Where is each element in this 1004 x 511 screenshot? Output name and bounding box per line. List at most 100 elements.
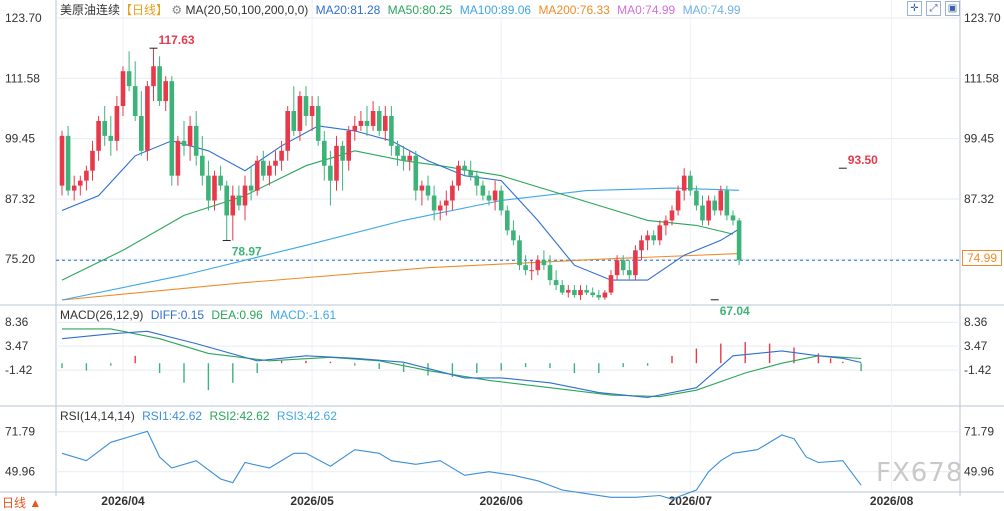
crosshair-icon[interactable]: ✛ — [907, 1, 922, 16]
candle-body-up — [663, 220, 669, 226]
rsi-header: RSI(14,14,14) RSI1:42.62 RSI2:42.62 RSI3… — [60, 409, 337, 423]
x-tick-label: 2026/06 — [480, 494, 524, 508]
macd-tick-label-right: 3.47 — [964, 339, 988, 353]
macd-tick-label-left: 3.47 — [5, 339, 29, 353]
candle-body-up — [285, 111, 290, 151]
ma100-value: MA100:89.06 — [459, 3, 532, 17]
candle-body-down — [474, 175, 480, 186]
candle-body-down — [169, 81, 175, 176]
macd-value: MACD:-1.61 — [270, 308, 337, 322]
price-tick-label-right: 99.45 — [964, 132, 994, 146]
ma0-value-2: MA0:74.99 — [682, 3, 741, 17]
candle-body-up — [578, 290, 583, 296]
candle-body-down — [547, 265, 553, 281]
price-tick-label-left: 87.32 — [5, 192, 35, 206]
candle-body-down — [651, 235, 656, 241]
period-selector[interactable]: 【日线】 — [120, 3, 169, 17]
candle-body-up — [267, 165, 272, 176]
candle-body-up — [370, 111, 376, 126]
candle-body-up — [59, 135, 65, 186]
candle-body-down — [126, 71, 132, 87]
candle-body-up — [254, 160, 260, 191]
price-tick-label-left: 111.58 — [5, 71, 40, 85]
candle-body-down — [401, 155, 406, 161]
settings-icon[interactable]: ⚙ — [171, 3, 183, 17]
candle-body-down — [523, 265, 528, 271]
x-axis-labels: 2026/04 2026/05 2026/06 2026/07 2026/08 — [101, 494, 913, 508]
candle-body-down — [541, 260, 547, 266]
period-toggle[interactable]: 日线 ▲ — [2, 496, 42, 510]
price-tick-label-right: 111.58 — [964, 71, 999, 85]
candle-body-up — [529, 270, 534, 272]
candle-body-down — [218, 175, 223, 186]
restore-icon[interactable]: ▣ — [945, 1, 960, 16]
candle-body-down — [688, 175, 693, 191]
x-tick-label: 2026/04 — [101, 494, 145, 508]
high-value-label: 93.50 — [848, 153, 878, 167]
candle-body-up — [230, 195, 236, 216]
candle-body-down — [224, 185, 229, 216]
macd-tick-label-right: -1.42 — [964, 363, 992, 377]
candle-body-down — [132, 86, 138, 116]
candle-body-down — [486, 195, 492, 201]
fullscreen-icon[interactable]: ⤢ — [926, 1, 941, 16]
rsi-tick-label-left: 71.79 — [5, 425, 35, 439]
candle-body-down — [700, 205, 705, 221]
candle-body-up — [614, 260, 620, 276]
price-annotations: 117.63 78.97 67.04 93.50 — [149, 33, 878, 318]
candle-body-up — [675, 190, 681, 211]
candle-body-down — [328, 165, 333, 181]
candle-body-down — [572, 290, 577, 296]
candle-body-down — [181, 140, 187, 146]
candle-body-up — [657, 225, 663, 241]
candle-body-down — [261, 160, 266, 176]
ma-params: MA(20,50,100,200,0,0) — [185, 3, 309, 17]
candle-body-down — [694, 190, 699, 206]
candle-body-up — [456, 165, 461, 186]
rsi-tick-label-right: 71.79 — [964, 425, 994, 439]
candle-body-down — [627, 270, 632, 276]
candle-body-down — [425, 185, 431, 196]
watermark-logo: FX678 — [876, 458, 964, 488]
candle-body-up — [535, 260, 541, 271]
candle-body-up — [444, 200, 449, 206]
low-value-label: 67.04 — [720, 304, 750, 318]
candle-body-down — [517, 240, 522, 266]
candle-body-down — [315, 106, 321, 141]
macd-diff-line — [61, 330, 862, 399]
candle-body-up — [383, 115, 388, 131]
candle-body-down — [340, 145, 345, 161]
candle-body-up — [163, 81, 168, 102]
chart-toolbar: ✛ ⤢ ▣ — [907, 1, 960, 16]
x-tick-label: 2026/05 — [290, 494, 334, 508]
macd-header: MACD(26,12,9) DIFF:0.15 DEA:0.96 MACD:-1… — [60, 308, 336, 322]
candle-body-down — [413, 155, 419, 191]
candle-body-down — [200, 155, 205, 176]
candle-body-up — [212, 175, 217, 201]
candle-body-down — [498, 190, 504, 211]
candle-body-down — [248, 185, 254, 191]
candle-body-down — [102, 120, 107, 136]
instrument-name: 美原油连续 — [60, 3, 121, 17]
candle-body-up — [407, 155, 412, 161]
candle-body-up — [175, 140, 181, 176]
candle-body-down — [712, 200, 717, 211]
macd-params: MACD(26,12,9) — [60, 308, 144, 322]
ma20-value: MA20:81.28 — [315, 3, 381, 17]
candle-body-down — [559, 285, 565, 293]
price-header: 美原油连续【日线】 ⚙ MA(20,50,100,200,0,0) MA20:8… — [60, 1, 741, 18]
candle-body-up — [681, 175, 687, 191]
x-tick-label: 2026/07 — [669, 494, 713, 508]
candle-body-down — [468, 170, 473, 176]
candle-body-down — [584, 290, 589, 293]
candle-body-up — [273, 160, 278, 166]
candle-body-up — [352, 125, 358, 131]
candle-body-down — [389, 115, 394, 146]
high-value-label: 117.63 — [159, 33, 195, 47]
low-value-label: 78.97 — [232, 244, 262, 258]
candle-body-up — [84, 170, 89, 181]
candle-body-down — [193, 125, 199, 156]
candle-body-down — [590, 292, 595, 296]
candle-body-down — [736, 220, 742, 261]
candle-body-down — [303, 96, 309, 116]
